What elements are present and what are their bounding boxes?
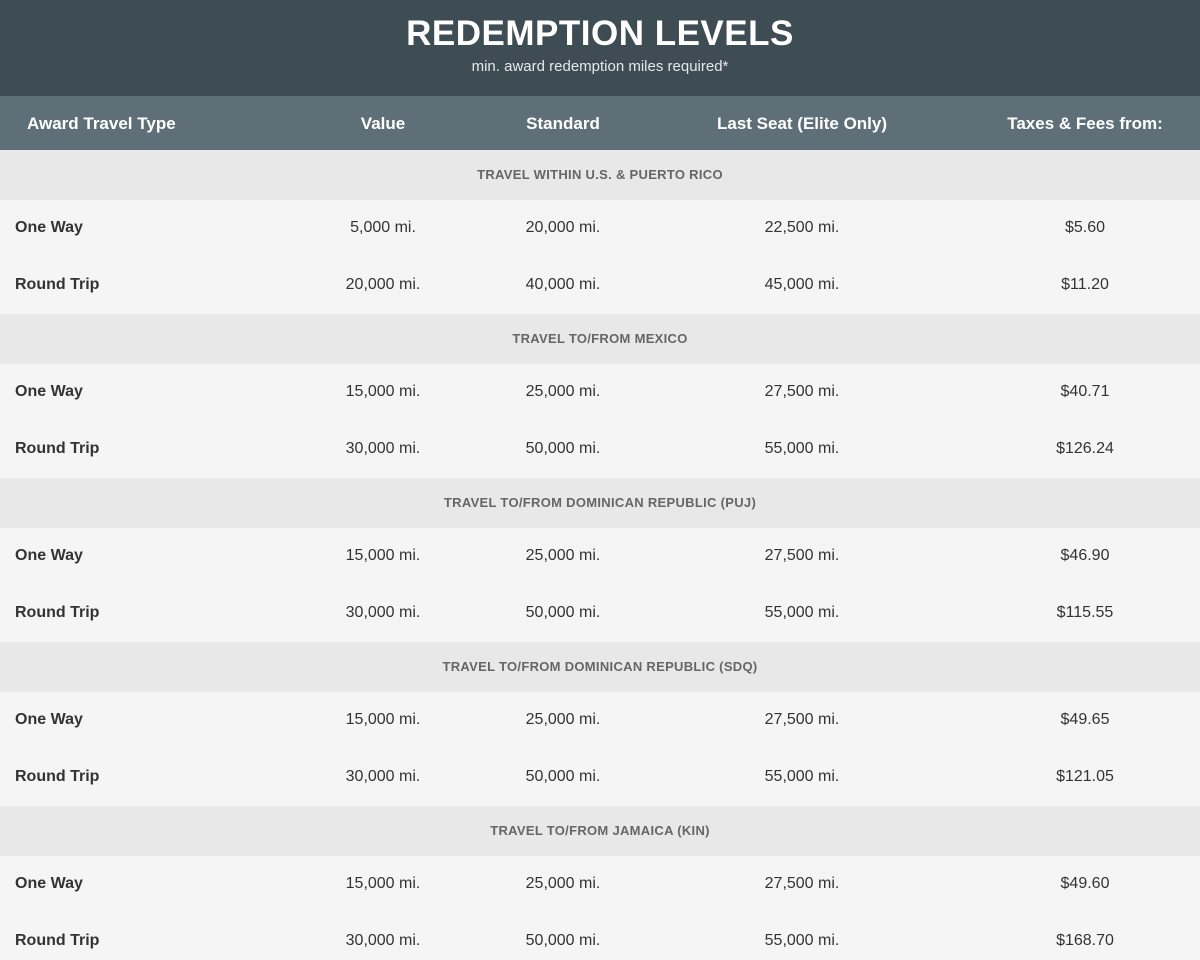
table-cell: 15,000 mi. bbox=[345, 875, 421, 892]
table-cell: $126.24 bbox=[1056, 440, 1114, 457]
row-label: One Way bbox=[15, 219, 83, 236]
table-cell: 55,000 mi. bbox=[764, 768, 840, 785]
row-label: Round Trip bbox=[15, 604, 100, 621]
section-heading-row: TRAVEL TO/FROM DOMINICAN REPUBLIC (PUJ) bbox=[0, 478, 1200, 528]
table-cell: $46.90 bbox=[1060, 547, 1110, 564]
table-cell: 30,000 mi. bbox=[345, 768, 421, 785]
column-header: Award Travel Type Value Standard Last Seat … bbox=[0, 96, 1200, 150]
table-cell: 55,000 mi. bbox=[764, 604, 840, 621]
table-cell: $40.71 bbox=[1060, 383, 1110, 400]
row-label: Round Trip bbox=[15, 440, 100, 457]
table-cell: 15,000 mi. bbox=[345, 383, 421, 400]
table-row: Round Trip 30,000 mi. 50,000 mi. 55,000 mi.… bbox=[0, 913, 1200, 960]
column-label: Taxes & Fees from: bbox=[1007, 114, 1163, 133]
table-cell: 5,000 mi. bbox=[350, 219, 416, 236]
table-row: Round Trip 20,000 mi. 40,000 mi. 45,000 mi.… bbox=[0, 257, 1200, 314]
table-cell: 27,500 mi. bbox=[764, 875, 840, 892]
table-cell: 27,500 mi. bbox=[764, 547, 840, 564]
row-label: Round Trip bbox=[15, 932, 100, 949]
table-row: Round Trip 30,000 mi. 50,000 mi. 55,000 mi.… bbox=[0, 585, 1200, 642]
column-label: Award Travel Type bbox=[27, 114, 176, 133]
table-cell: 30,000 mi. bbox=[345, 604, 421, 621]
table-cell: 20,000 mi. bbox=[525, 219, 601, 236]
column-label: Value bbox=[360, 114, 406, 133]
table-cell: $168.70 bbox=[1056, 932, 1114, 949]
table-cell: 50,000 mi. bbox=[525, 932, 601, 949]
section-heading-row: TRAVEL TO/FROM DOMINICAN REPUBLIC (SDQ) bbox=[0, 642, 1200, 692]
section-heading: TRAVEL TO/FROM MEXICO bbox=[512, 331, 688, 346]
table-row: Round Trip 30,000 mi. 50,000 mi. 55,000 mi.… bbox=[0, 749, 1200, 806]
table-row: Round Trip 30,000 mi. 50,000 mi. 55,000 mi.… bbox=[0, 421, 1200, 478]
table-cell: 45,000 mi. bbox=[764, 276, 840, 293]
table-cell: $11.20 bbox=[1061, 276, 1109, 293]
section-heading: TRAVEL WITHIN U.S. & PUERTO RICO bbox=[477, 167, 723, 182]
table-cell: $115.55 bbox=[1056, 604, 1114, 621]
table-cell: 50,000 mi. bbox=[525, 604, 601, 621]
table-cell: 30,000 mi. bbox=[345, 932, 421, 949]
table-cell: 25,000 mi. bbox=[525, 547, 601, 564]
section-heading: TRAVEL TO/FROM JAMAICA (KIN) bbox=[490, 823, 710, 838]
section-heading: TRAVEL TO/FROM DOMINICAN REPUBLIC (PUJ) bbox=[443, 495, 757, 510]
row-label: One Way bbox=[15, 875, 83, 892]
table-cell: 22,500 mi. bbox=[764, 219, 840, 236]
row-label: One Way bbox=[15, 711, 83, 728]
table-cell: 15,000 mi. bbox=[345, 711, 421, 728]
table-cell: 20,000 mi. bbox=[345, 276, 421, 293]
column-label: Standard bbox=[526, 114, 600, 133]
table-cell: 50,000 mi. bbox=[525, 768, 601, 785]
table-cell: 25,000 mi. bbox=[525, 383, 601, 400]
section-heading-row: TRAVEL TO/FROM JAMAICA (KIN) bbox=[0, 806, 1200, 856]
section-heading-row: TRAVEL TO/FROM MEXICO bbox=[0, 314, 1200, 364]
table-row: One Way 15,000 mi. 25,000 mi. 27,500 mi. $40… bbox=[0, 364, 1200, 421]
row-label: One Way bbox=[15, 383, 83, 400]
table-cell: 25,000 mi. bbox=[525, 875, 601, 892]
table-row: One Way 15,000 mi. 25,000 mi. 27,500 mi. $49… bbox=[0, 856, 1200, 913]
table-cell: $49.60 bbox=[1060, 875, 1110, 892]
row-label: Round Trip bbox=[15, 768, 100, 785]
table-row: One Way 5,000 mi. 20,000 mi. 22,500 mi. $5.6… bbox=[0, 200, 1200, 257]
row-label: One Way bbox=[15, 547, 83, 564]
row-label: Round Trip bbox=[15, 276, 100, 293]
section-heading: TRAVEL TO/FROM DOMINICAN REPUBLIC (SDQ) bbox=[442, 659, 758, 674]
table-cell: 30,000 mi. bbox=[345, 440, 421, 457]
table-cell: 27,500 mi. bbox=[764, 711, 840, 728]
table-row: One Way 15,000 mi. 25,000 mi. 27,500 mi. $46… bbox=[0, 528, 1200, 585]
title: REDEMPTION LEVELS bbox=[406, 14, 794, 53]
table-cell: 40,000 mi. bbox=[525, 276, 601, 293]
table-cell: 27,500 mi. bbox=[764, 383, 840, 400]
table-cell: 55,000 mi. bbox=[764, 440, 840, 457]
section-heading-row: TRAVEL WITHIN U.S. & PUERTO RICO bbox=[0, 150, 1200, 200]
table-cell: 15,000 mi. bbox=[345, 547, 421, 564]
table-cell: $5.60 bbox=[1064, 219, 1106, 236]
table-row: One Way 15,000 mi. 25,000 mi. 27,500 mi. $49… bbox=[0, 692, 1200, 749]
table-cell: $121.05 bbox=[1056, 768, 1114, 785]
table-cell: $49.65 bbox=[1060, 711, 1110, 728]
table-cell: 55,000 mi. bbox=[764, 932, 840, 949]
table-cell: 25,000 mi. bbox=[525, 711, 601, 728]
column-label: Last Seat (Elite Only) bbox=[716, 114, 888, 133]
table-cell: 50,000 mi. bbox=[525, 440, 601, 457]
header: REDEMPTION LEVELS min. award redemption … bbox=[0, 0, 1200, 96]
subtitle: min. award redemption miles required* bbox=[471, 58, 729, 75]
